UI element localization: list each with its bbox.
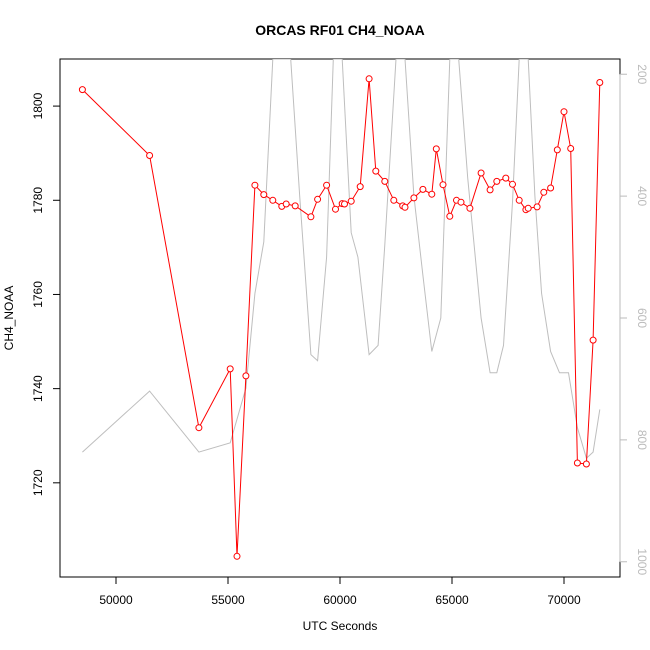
y2-tick-label: 600: [635, 308, 649, 328]
ch4-data-point: [410, 194, 418, 202]
ch4-data-point: [515, 196, 523, 204]
y2-tick-label: 400: [635, 186, 649, 206]
plot-area-frame: [59, 58, 621, 578]
ch4-data-point: [589, 336, 597, 344]
ch4-data-point: [341, 200, 348, 208]
ch4-data-point: [573, 459, 581, 467]
ch4-data-point: [477, 169, 485, 177]
ch4-data-point: [314, 195, 322, 203]
altitude-series-line: [82, 59, 601, 460]
ch4-data-point: [419, 185, 427, 193]
x-axis: 50000 55000 60000 65000 70000: [99, 576, 581, 607]
ch4-data-point: [381, 177, 389, 185]
y-tick-label: 1760: [31, 281, 45, 308]
ch4-data-point: [332, 205, 339, 213]
ch4-data-point: [233, 552, 241, 560]
ch4-data-point: [242, 372, 250, 380]
ch4-data-point: [195, 424, 203, 432]
ch4-data-point: [540, 188, 548, 196]
x-tick-label: 60000: [323, 593, 357, 607]
ch4-data-point: [533, 203, 541, 211]
ch4-data-point: [466, 204, 474, 212]
x-tick-label: 70000: [547, 593, 581, 607]
x-tick-label: 65000: [435, 593, 469, 607]
ch4-data-point: [428, 190, 436, 198]
ch4-data-point: [560, 108, 568, 116]
y-axis-left: 1720 1740 1760 1780 1800: [31, 92, 61, 496]
y2-tick-label: 800: [635, 430, 649, 450]
ch4-data-point: [282, 200, 290, 208]
ch4-data-point: [446, 212, 454, 220]
x-tick-label: 55000: [211, 593, 245, 607]
ch4-data-point: [493, 177, 501, 185]
y-axis-title: CH4_NOAA: [2, 286, 16, 351]
ch4-data-point: [502, 174, 510, 182]
ch4-data-point: [269, 196, 277, 204]
ch4-data-point: [582, 460, 590, 468]
ch4-data-point: [567, 145, 575, 152]
ch4-data-point: [260, 191, 268, 199]
y-tick-label: 1780: [31, 187, 45, 214]
ch4-data-point: [251, 181, 259, 189]
ch4-data-point: [226, 365, 234, 373]
ch4-data-point: [356, 183, 364, 191]
x-axis-title: UTC Seconds: [303, 619, 378, 633]
ch4-data-point: [323, 181, 331, 189]
ch4-data-point: [372, 167, 380, 175]
ch4-data-point: [78, 86, 86, 94]
y-tick-label: 1720: [31, 469, 45, 496]
ch4-data-point: [486, 186, 494, 194]
ch4-data-point: [553, 146, 561, 154]
ch4-data-point: [365, 75, 373, 83]
ch4-data-point: [547, 184, 555, 192]
secondary-series-group: [82, 59, 601, 460]
y2-tick-label: 200: [635, 64, 649, 84]
ch4-data-point: [432, 145, 440, 153]
x-tick-label: 50000: [99, 593, 133, 607]
ch4-data-point: [347, 197, 355, 205]
ch4-data-point: [307, 213, 315, 221]
y-axis-right: 200 400 600 800 1000: [619, 64, 649, 575]
ch4-data-point: [524, 204, 532, 212]
y-tick-label: 1740: [31, 375, 45, 402]
y-tick-label: 1800: [31, 92, 45, 119]
y2-tick-label: 1000: [635, 548, 649, 575]
ch4-data-point: [291, 202, 299, 210]
ch4-data-point: [390, 196, 398, 204]
ch4-data-point: [596, 79, 604, 86]
ch4-series-line: [82, 78, 601, 557]
chart-title: ORCAS RF01 CH4_NOAA: [255, 22, 425, 38]
ch4-data-point: [146, 152, 154, 159]
primary-series-group: [78, 75, 604, 560]
ch4-data-point: [457, 198, 465, 206]
ch4-data-point: [509, 180, 516, 188]
ch4-data-point: [439, 181, 447, 189]
ch4-data-point: [401, 203, 409, 211]
